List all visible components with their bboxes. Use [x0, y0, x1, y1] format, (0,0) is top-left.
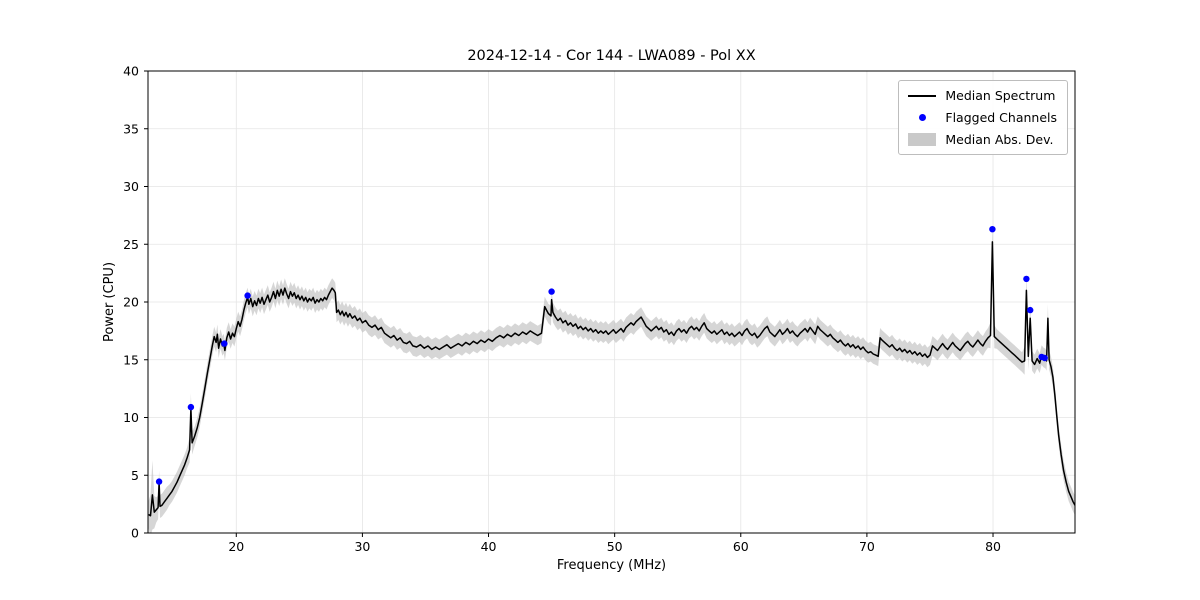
flagged-dot: [244, 292, 251, 299]
flagged-dot: [221, 340, 228, 347]
x-tick-label: 30: [354, 539, 370, 554]
mad-band-swatch-icon: [908, 133, 937, 146]
legend-label-flagged-channels: Flagged Channels: [945, 110, 1057, 125]
y-tick-label: 35: [123, 121, 139, 136]
x-tick-label: 80: [985, 539, 1001, 554]
flagged-dots: [155, 226, 1048, 485]
flagged-dot: [1041, 354, 1048, 362]
flagged-dot: [548, 288, 555, 295]
y-tick-label: 40: [123, 64, 139, 79]
legend-label-median-spectrum: Median Spectrum: [945, 88, 1056, 103]
flagged-dot-swatch-icon: [908, 114, 936, 121]
median-line-swatch-icon: [908, 94, 937, 97]
flagged-dot: [155, 478, 163, 485]
flagged-dot: [1023, 275, 1030, 283]
x-tick-label: 60: [733, 539, 749, 554]
x-axis-label: Frequency (MHz): [556, 558, 667, 573]
x-tick-label: 70: [859, 539, 875, 554]
flagged-dot: [187, 403, 195, 411]
y-tick-label: 10: [123, 410, 139, 425]
x-tick-label: 50: [607, 539, 623, 554]
legend-label-mad-band: Median Abs. Dev.: [945, 132, 1054, 147]
legend: Median Spectrum Flagged Channels Median …: [898, 80, 1068, 155]
tick-labels: 20 30 40 50 60 70 80 0 5 10 15 20 25 30 35 40: [123, 64, 1001, 555]
mad-band: [148, 224, 1075, 533]
y-tick-label: 20: [123, 295, 139, 310]
x-tick-label: 40: [481, 539, 497, 554]
legend-entry-mad-band: Median Abs. Dev.: [908, 131, 1057, 148]
y-tick-label: 5: [131, 468, 139, 483]
y-tick-label: 30: [123, 179, 139, 194]
flagged-dot: [1027, 306, 1034, 314]
y-tick-label: 0: [131, 526, 139, 541]
tick-marks: [144, 70, 994, 537]
x-tick-label: 20: [228, 539, 244, 554]
chart-title: 2024-12-14 - Cor 144 - LWA089 - Pol XX: [467, 48, 756, 64]
median-line: [148, 241, 1075, 517]
legend-entry-flagged-channels: Flagged Channels: [908, 109, 1057, 126]
legend-entry-median-spectrum: Median Spectrum: [908, 87, 1057, 104]
y-tick-label: 15: [123, 352, 139, 367]
y-tick-label: 25: [123, 237, 139, 252]
flagged-dot: [989, 226, 996, 233]
